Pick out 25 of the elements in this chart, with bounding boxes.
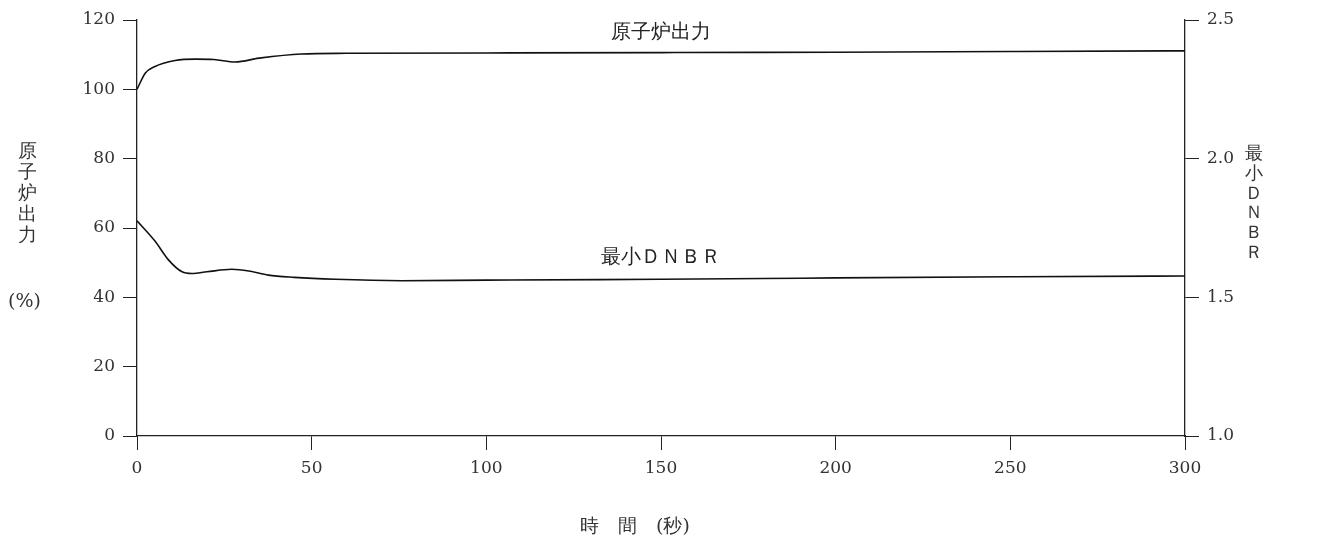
y2-axis-title: 最小ＤＮＢＲ — [1245, 142, 1263, 262]
series-label: 原子炉出力 — [611, 19, 711, 44]
x-tick-label: 50 — [300, 456, 323, 477]
y-tick-label: 80 — [93, 147, 115, 168]
x-axis-title: 時 間 (秒) — [580, 514, 690, 536]
y2-tick-label: 1.5 — [1207, 285, 1235, 306]
line-series — [137, 50, 1185, 91]
x-tick-label: 100 — [470, 456, 503, 477]
x-tick-label: 150 — [644, 456, 678, 477]
y-tick-label: 40 — [93, 285, 115, 306]
y-tick-label: 0 — [104, 424, 115, 445]
y-tick-label: 100 — [82, 77, 115, 98]
x-tick-label: 250 — [994, 456, 1027, 477]
y2-tick-label: 1.0 — [1207, 424, 1235, 445]
y2-tick-label: 2.0 — [1207, 147, 1235, 168]
text: 原子炉出力 (%) — [8, 139, 41, 311]
y-tick-label: 60 — [93, 216, 115, 237]
series-label: 最小ＤＮＢＲ — [601, 244, 721, 269]
x-tick-label: 300 — [1168, 456, 1202, 477]
y-tick-label: 20 — [93, 355, 115, 376]
y-tick-label: 120 — [82, 8, 115, 29]
x-tick-label: 0 — [131, 456, 143, 477]
x-tick-label: 200 — [819, 456, 852, 477]
y2-tick-label: 2.5 — [1207, 8, 1235, 29]
line-series — [137, 219, 1185, 282]
